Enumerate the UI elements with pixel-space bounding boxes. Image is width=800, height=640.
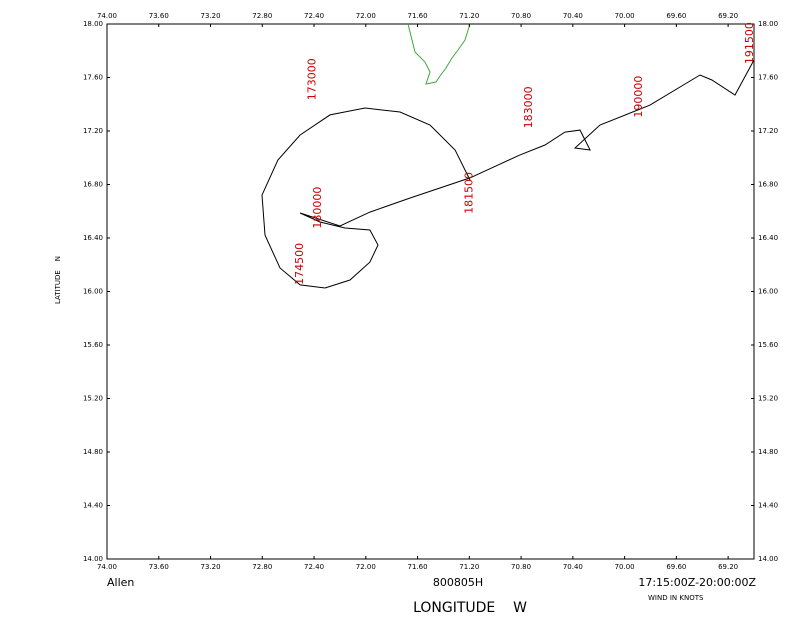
footer-left: Allen: [107, 576, 134, 589]
y-tick-label: 14.80: [83, 448, 103, 456]
time-label: 183000: [522, 86, 535, 128]
y-tick-label-right: 18.00: [758, 20, 778, 28]
y-tick-label: 14.40: [83, 502, 103, 510]
x-tick-label: 73.60: [149, 563, 169, 571]
x-tick-label: 72.40: [304, 563, 324, 571]
y-tick-label-right: 17.60: [758, 74, 778, 82]
x-tick-label: 72.00: [356, 563, 376, 571]
y-axis-label: LATITUDE N: [54, 256, 62, 304]
y-tick-label: 15.20: [83, 395, 103, 403]
x-tick-label: 71.20: [459, 563, 479, 571]
time-label: 191500: [743, 22, 756, 64]
footer-center: 800805H: [433, 576, 483, 589]
y-tick-label-right: 15.60: [758, 341, 778, 349]
time-label: 174500: [293, 243, 306, 285]
x-tick-label: 71.60: [408, 563, 428, 571]
x-tick-label: 69.20: [718, 563, 738, 571]
x-tick-label-top: 69.20: [718, 12, 738, 20]
y-tick-label-right: 14.00: [758, 555, 778, 563]
x-tick-label: 70.00: [615, 563, 635, 571]
plot-frame: [106, 23, 755, 560]
x-tick-label: 70.80: [511, 563, 531, 571]
time-label: 181500: [462, 172, 475, 214]
x-tick-label-top: 72.40: [304, 12, 324, 20]
x-tick-label-top: 70.80: [511, 12, 531, 20]
footer-right: 17:15:00Z-20:00:00Z: [638, 576, 756, 589]
y-tick-label: 17.20: [83, 127, 103, 135]
x-tick-label: 69.60: [666, 563, 686, 571]
x-tick-label-top: 70.00: [615, 12, 635, 20]
y-tick-label: 18.00: [83, 20, 103, 28]
y-tick-label: 17.60: [83, 74, 103, 82]
x-tick-label-top: 74.00: [97, 12, 117, 20]
y-tick-label-right: 15.20: [758, 395, 778, 403]
x-tick-label-top: 69.60: [666, 12, 686, 20]
y-tick-label-right: 14.80: [758, 448, 778, 456]
x-tick-label-top: 72.80: [252, 12, 272, 20]
x-tick-label: 70.40: [563, 563, 583, 571]
y-tick-label-right: 16.40: [758, 234, 778, 242]
x-tick-label-top: 71.60: [408, 12, 428, 20]
y-tick-label: 14.00: [83, 555, 103, 563]
time-label: 190000: [632, 76, 645, 118]
y-tick-label: 16.80: [83, 181, 103, 189]
y-tick-label-right: 17.20: [758, 127, 778, 135]
x-tick-label: 73.20: [200, 563, 220, 571]
y-tick-label: 16.00: [83, 288, 103, 296]
x-tick-label-top: 73.20: [200, 12, 220, 20]
y-tick-label: 15.60: [83, 341, 103, 349]
flight-track: [261, 59, 755, 289]
time-label: 173000: [306, 58, 319, 100]
x-tick-label: 74.00: [97, 563, 117, 571]
y-tick-label-right: 16.00: [758, 288, 778, 296]
y-tick-label-right: 16.80: [758, 181, 778, 189]
time-label: 180000: [311, 187, 324, 229]
x-tick-label-top: 70.40: [563, 12, 583, 20]
x-tick-label-top: 73.60: [149, 12, 169, 20]
x-tick-label: 72.80: [252, 563, 272, 571]
y-tick-label: 16.40: [83, 234, 103, 242]
x-tick-label-top: 71.20: [459, 12, 479, 20]
coastline: [407, 23, 471, 85]
wind-note: WIND IN KNOTS: [648, 594, 704, 602]
x-axis-label: LONGITUDE W: [413, 600, 527, 616]
x-tick-label-top: 72.00: [356, 12, 376, 20]
y-tick-label-right: 14.40: [758, 502, 778, 510]
